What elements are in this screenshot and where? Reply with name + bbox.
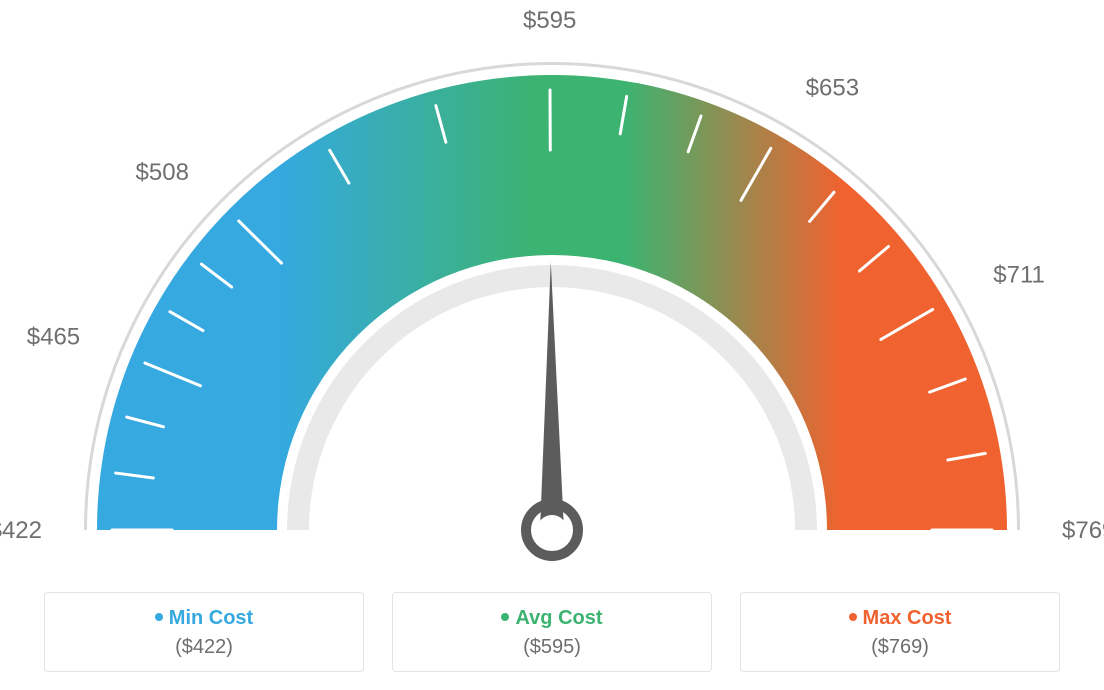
gauge-tick-label: $422 [0,517,42,544]
legend-avg: Avg Cost ($595) [392,592,712,672]
dot-min [155,613,163,621]
legend-max: Max Cost ($769) [740,592,1060,672]
dot-avg [501,613,509,621]
cost-gauge-card: $422 $465 $508 $595 $653 $711 $769 Min Cost ($… [0,0,1104,690]
gauge-tick-label: $508 [136,159,189,186]
dot-max [849,613,857,621]
legend-avg-value: ($595) [393,636,711,659]
legend-min: Min Cost ($422) [44,592,364,672]
legend-avg-text: Avg Cost [515,607,602,629]
legend-max-value: ($769) [741,636,1059,659]
legend-min-value: ($422) [45,636,363,659]
legend-max-text: Max Cost [863,607,952,629]
gauge-svg: $422 $465 $508 $595 $653 $711 $769 [0,0,1104,575]
legend-avg-label: Avg Cost [393,607,711,630]
gauge-tick-label: $711 [993,261,1045,288]
gauge-tick-label: $595 [523,7,576,34]
gauge-tick-label: $465 [27,323,80,350]
gauge-tick-label: $769 [1062,517,1104,544]
gauge-tick-label: $653 [806,75,859,102]
gauge-area: $422 $465 $508 $595 $653 $711 $769 [0,0,1104,575]
legend-min-label: Min Cost [45,607,363,630]
legend-max-label: Max Cost [741,607,1059,630]
legend: Min Cost ($422) Avg Cost ($595) Max Cost… [0,592,1104,672]
legend-min-text: Min Cost [169,607,253,629]
